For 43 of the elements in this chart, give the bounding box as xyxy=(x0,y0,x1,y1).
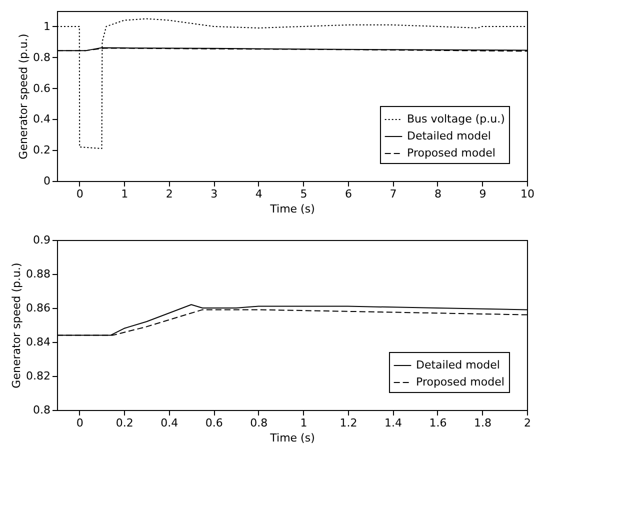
y-tick-label: 0.2 xyxy=(33,144,50,157)
x-tick-label: 3 xyxy=(210,188,218,200)
y-tick-label: 0 xyxy=(44,174,50,188)
x-tick-label: 1.8 xyxy=(474,416,492,430)
x-tick-label: 1.4 xyxy=(384,416,402,430)
x-tick-label: 2 xyxy=(524,416,531,430)
y-tick-label: 0.88 xyxy=(26,268,50,280)
legend-label: Detailed model xyxy=(407,130,491,142)
x-tick-label: 0.4 xyxy=(160,416,178,430)
x-tick-label: 0.6 xyxy=(205,416,223,430)
legend-label: Proposed model xyxy=(416,376,504,388)
y-axis-title: Generator speed (p.u.) xyxy=(10,262,24,388)
y-tick-label: 0.82 xyxy=(26,370,50,382)
y-axis-title: Generator speed (p.u.) xyxy=(17,34,30,160)
x-tick-label: 1 xyxy=(300,416,308,430)
y-tick-label: 0.9 xyxy=(33,234,50,246)
legend-label: Proposed model xyxy=(407,146,496,160)
x-tick-label: 8 xyxy=(434,188,442,200)
x-tick-label: 1.6 xyxy=(429,416,447,430)
x-tick-label: 0.8 xyxy=(250,416,268,430)
x-tick-label: 2 xyxy=(166,188,173,200)
legend-label: Detailed model xyxy=(416,358,500,372)
x-tick-label: 0.2 xyxy=(116,416,134,430)
legend-label: Bus voltage (p.u.) xyxy=(407,112,505,126)
x-tick-label: 1.2 xyxy=(340,416,358,430)
y-tick-label: 0.8 xyxy=(33,50,50,64)
x-tick-label: 7 xyxy=(390,188,397,200)
y-tick-label: 0.6 xyxy=(33,82,50,95)
y-tick-label: 0.86 xyxy=(26,302,50,314)
x-tick-label: 6 xyxy=(344,188,352,200)
x-axis-title: Time (s) xyxy=(269,432,315,444)
y-tick-label: 0.8 xyxy=(33,404,50,416)
x-tick-label: 5 xyxy=(300,188,308,200)
x-tick-label: 0 xyxy=(76,188,84,200)
x-tick-label: 4 xyxy=(255,188,262,200)
x-tick-label: 9 xyxy=(479,188,486,200)
x-tick-label: 0 xyxy=(76,416,84,430)
x-axis-title: Time (s) xyxy=(269,202,315,216)
x-tick-label: 1 xyxy=(121,188,128,200)
y-tick-label: 0.4 xyxy=(33,112,50,126)
y-tick-label: 0.84 xyxy=(26,336,50,348)
x-tick-label: 10 xyxy=(520,188,534,200)
y-tick-label: 1 xyxy=(44,20,50,33)
